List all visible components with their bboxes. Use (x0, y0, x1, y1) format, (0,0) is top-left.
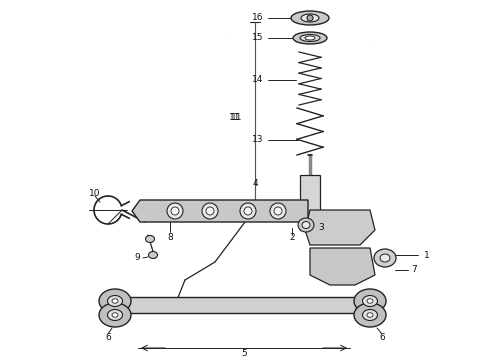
Ellipse shape (354, 303, 386, 327)
Text: 13: 13 (251, 135, 263, 144)
Circle shape (274, 207, 282, 215)
Circle shape (202, 203, 218, 219)
Ellipse shape (293, 32, 327, 44)
Text: 4: 4 (252, 180, 258, 189)
Text: 11: 11 (228, 113, 240, 122)
Text: 14: 14 (252, 76, 263, 85)
Ellipse shape (363, 310, 377, 320)
Ellipse shape (298, 218, 314, 232)
Polygon shape (132, 200, 308, 222)
Polygon shape (310, 248, 375, 285)
Text: 12: 12 (255, 208, 266, 217)
Ellipse shape (367, 299, 373, 303)
Bar (300, 175, 320, 230)
Ellipse shape (107, 310, 122, 320)
Ellipse shape (374, 249, 396, 267)
Text: 1: 1 (424, 251, 430, 260)
Ellipse shape (367, 313, 373, 317)
Text: 6: 6 (379, 333, 385, 342)
Ellipse shape (301, 14, 319, 22)
Ellipse shape (107, 296, 122, 306)
Ellipse shape (146, 235, 154, 243)
Circle shape (206, 207, 214, 215)
Circle shape (167, 203, 183, 219)
Text: 9: 9 (134, 253, 140, 262)
Ellipse shape (354, 289, 386, 313)
Polygon shape (305, 210, 375, 245)
Circle shape (171, 207, 179, 215)
Ellipse shape (99, 289, 131, 313)
Circle shape (240, 203, 256, 219)
Circle shape (244, 207, 252, 215)
Text: 6: 6 (105, 333, 111, 342)
Text: 16: 16 (251, 13, 263, 22)
Text: 7: 7 (411, 266, 417, 274)
Text: 5: 5 (241, 350, 247, 359)
Text: 2: 2 (289, 234, 295, 243)
Circle shape (307, 15, 313, 21)
Text: 11: 11 (230, 113, 242, 122)
Ellipse shape (302, 221, 310, 229)
Text: 15: 15 (251, 33, 263, 42)
Ellipse shape (99, 303, 131, 327)
Text: 3: 3 (318, 224, 324, 233)
Bar (118, 297, 370, 313)
Ellipse shape (363, 296, 377, 306)
Ellipse shape (380, 254, 390, 262)
Circle shape (270, 203, 286, 219)
Ellipse shape (148, 252, 157, 258)
Text: 10: 10 (89, 189, 101, 198)
Ellipse shape (112, 299, 118, 303)
Ellipse shape (291, 11, 329, 25)
Ellipse shape (300, 35, 320, 41)
Text: 8: 8 (167, 233, 173, 242)
Ellipse shape (112, 313, 118, 317)
Ellipse shape (305, 36, 315, 40)
